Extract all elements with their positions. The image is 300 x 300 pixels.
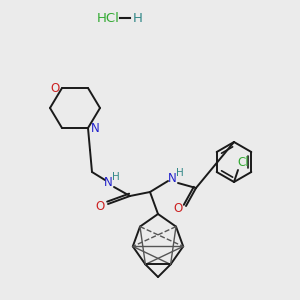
Text: O: O: [95, 200, 105, 212]
Text: H: H: [133, 11, 143, 25]
Text: O: O: [173, 202, 183, 215]
Text: N: N: [103, 176, 112, 188]
Text: N: N: [91, 122, 99, 134]
Text: O: O: [50, 82, 60, 94]
Text: N: N: [168, 172, 176, 184]
Text: HCl: HCl: [97, 11, 119, 25]
Text: Cl: Cl: [237, 157, 249, 169]
Text: H: H: [112, 172, 120, 182]
Text: H: H: [176, 168, 184, 178]
